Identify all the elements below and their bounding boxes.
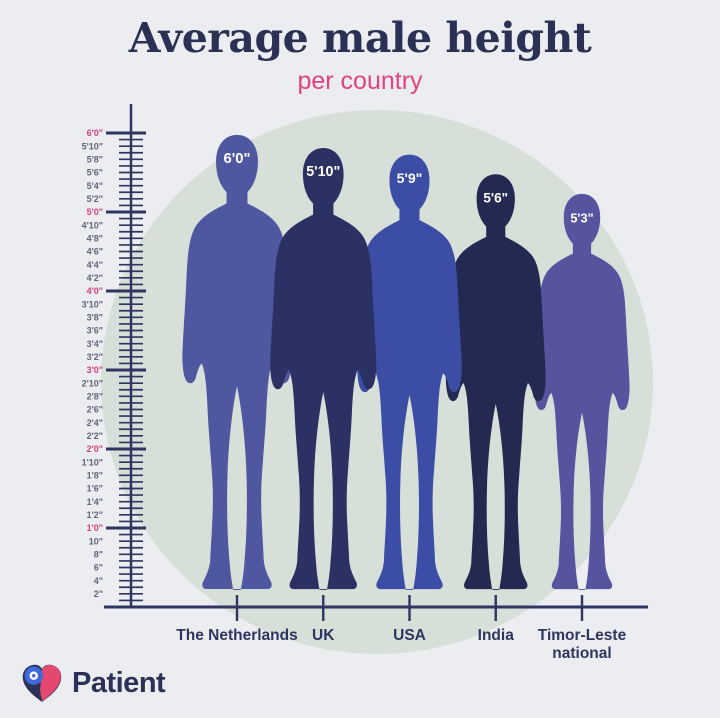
height-value-label: 5'3" [570, 210, 593, 225]
country-label-timor-leste-national: national [552, 645, 611, 662]
ruler-label: 3'0" [87, 365, 103, 375]
chart-subtitle: per country [297, 67, 423, 95]
ruler-label: 4'8" [87, 234, 103, 244]
patient-heart-icon [22, 664, 62, 702]
ruler-label: 6'0" [87, 128, 103, 138]
country-label-the-netherlands: The Netherlands [176, 627, 297, 644]
ruler-label: 4'10" [82, 220, 103, 230]
height-value-label: 5'9" [397, 170, 423, 186]
ruler-label: 8" [94, 550, 103, 560]
height-value-label: 6'0" [224, 151, 251, 167]
ruler-label: 3'2" [87, 352, 103, 362]
chart-title: Average male height [128, 14, 592, 62]
country-label-uk: UK [312, 627, 335, 644]
ruler-label: 2'4" [87, 418, 103, 428]
ruler-label: 2" [94, 589, 103, 599]
ruler-label: 2'6" [87, 405, 103, 415]
patient-logo: Patient [20, 663, 166, 704]
ruler-label: 5'2" [87, 194, 103, 204]
ruler-label: 1'6" [87, 484, 103, 494]
ruler-label: 1'2" [87, 510, 103, 520]
ruler-label: 5'6" [87, 168, 103, 178]
ruler-label: 2'0" [87, 444, 103, 454]
ruler-label: 6" [94, 563, 103, 573]
ruler-label: 2'2" [87, 431, 103, 441]
ruler-label: 1'8" [87, 471, 103, 481]
ruler-label: 1'4" [87, 497, 103, 507]
ruler-label: 4'0" [87, 286, 103, 296]
ruler-label: 5'10" [82, 141, 103, 151]
height-value-label: 5'10" [306, 164, 340, 180]
ruler-label: 1'0" [87, 523, 103, 533]
ruler-label: 5'0" [87, 207, 103, 217]
ruler-label: 4'4" [87, 260, 103, 270]
ruler-label: 10" [89, 536, 103, 546]
ruler-label: 1'10" [82, 457, 103, 467]
ruler-label: 5'8" [87, 155, 103, 165]
patient-logo-text: Patient [72, 667, 166, 699]
ruler-label: 2'10" [82, 378, 103, 388]
ruler-label: 2'8" [87, 392, 103, 402]
ruler-label: 3'8" [87, 313, 103, 323]
ruler-label: 4" [94, 576, 103, 586]
country-label-timor-leste-national: Timor-Leste [538, 627, 627, 644]
ruler-label: 3'4" [87, 339, 103, 349]
ruler-label: 3'10" [82, 299, 103, 309]
height-value-label: 5'6" [483, 191, 508, 206]
country-label-india: India [478, 627, 515, 644]
ruler-label: 4'6" [87, 247, 103, 257]
ruler-label: 5'4" [87, 181, 103, 191]
country-label-usa: USA [393, 627, 426, 644]
ruler-label: 3'6" [87, 326, 103, 336]
ruler-label: 4'2" [87, 273, 103, 283]
